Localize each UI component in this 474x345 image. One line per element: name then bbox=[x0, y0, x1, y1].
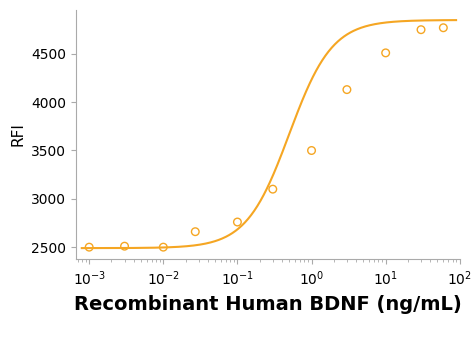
Point bbox=[121, 244, 128, 249]
Point bbox=[234, 219, 241, 225]
Point bbox=[417, 27, 425, 32]
Point bbox=[160, 244, 167, 250]
Point bbox=[343, 87, 351, 92]
Point bbox=[308, 148, 315, 153]
Point bbox=[85, 244, 93, 250]
X-axis label: Recombinant Human BDNF (ng/mL): Recombinant Human BDNF (ng/mL) bbox=[74, 295, 462, 314]
Y-axis label: RFI: RFI bbox=[10, 122, 26, 147]
Point bbox=[439, 25, 447, 30]
Point bbox=[269, 186, 276, 192]
Point bbox=[382, 50, 390, 56]
Point bbox=[191, 229, 199, 235]
